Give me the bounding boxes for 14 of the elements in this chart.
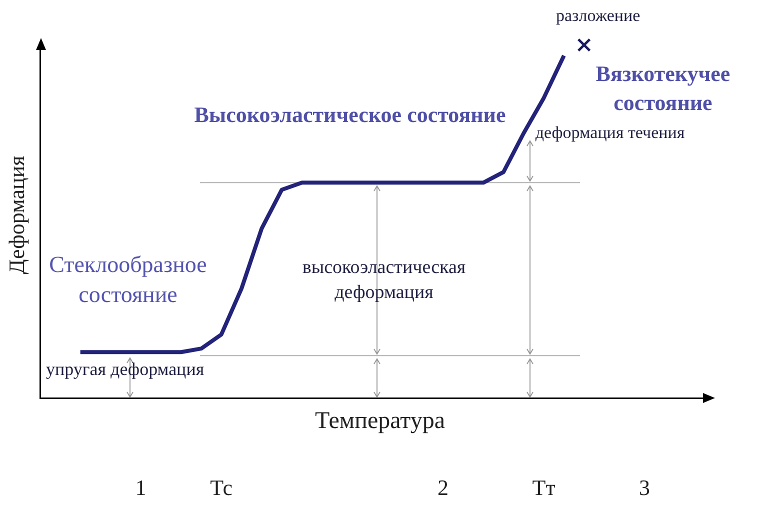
x-tick-label: 1	[135, 474, 146, 500]
x-tick-label: 3	[639, 474, 650, 500]
annotation: Стеклообразное состояние	[49, 252, 207, 307]
y-axis-title: Деформация	[4, 156, 30, 274]
annotation: Вязкотекучее состояние	[594, 60, 732, 117]
text: разложение	[556, 5, 642, 27]
x-tick-label: 2	[438, 474, 449, 500]
annotation: упругая деформация	[46, 358, 206, 381]
annotation: высокоэластическая деформация	[301, 256, 467, 305]
x-tick-label: Тс	[210, 474, 233, 500]
annotation: Высокоэластическое состояние	[193, 101, 507, 129]
annotation: деформация течения	[534, 122, 686, 144]
x-axis-title: Температура	[314, 408, 446, 435]
x-tick-label: Тт	[532, 474, 556, 500]
